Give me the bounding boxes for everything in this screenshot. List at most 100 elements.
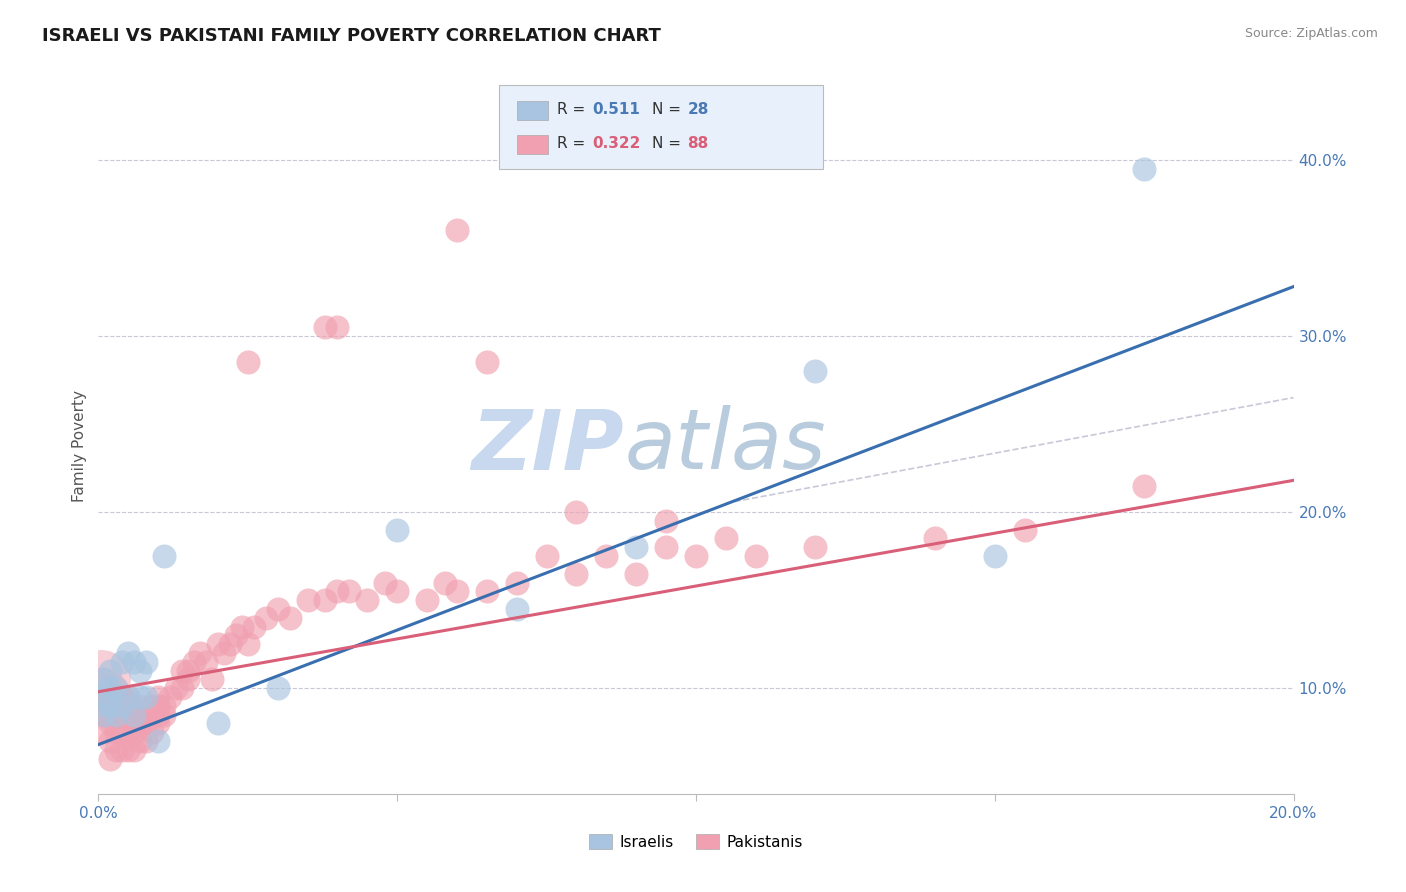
Point	[984, 549, 1007, 563]
Point	[183, 655, 205, 669]
Point	[124, 743, 146, 757]
Point	[148, 734, 170, 748]
Point	[236, 355, 259, 369]
Point	[105, 690, 128, 704]
Point	[159, 690, 181, 704]
Point	[536, 549, 558, 563]
Point	[177, 664, 200, 678]
Point	[374, 575, 396, 590]
Point	[655, 541, 678, 555]
Point	[93, 725, 115, 739]
Point	[98, 698, 122, 713]
Legend: Israelis, Pakistanis: Israelis, Pakistanis	[582, 828, 810, 855]
Point	[475, 355, 498, 369]
Point	[655, 514, 678, 528]
Text: R =: R =	[557, 136, 591, 151]
Point	[98, 716, 122, 731]
Point	[98, 698, 122, 713]
Point	[385, 523, 409, 537]
Point	[924, 532, 946, 546]
Point	[124, 707, 146, 722]
Point	[98, 752, 122, 766]
Text: ZIP: ZIP	[471, 406, 624, 486]
Point	[326, 320, 349, 334]
Point	[315, 593, 337, 607]
Point	[90, 673, 112, 687]
Point	[506, 575, 529, 590]
Point	[141, 725, 163, 739]
Point	[148, 707, 170, 722]
Point	[446, 584, 468, 599]
Point	[339, 584, 361, 599]
Point	[315, 320, 337, 334]
Point	[98, 734, 122, 748]
Point	[714, 532, 737, 546]
Point	[172, 681, 194, 696]
Point	[111, 707, 134, 722]
Point	[93, 690, 115, 704]
Point	[148, 698, 170, 713]
Point	[105, 681, 128, 696]
Point	[475, 584, 498, 599]
Point	[416, 593, 439, 607]
Point	[267, 681, 290, 696]
Point	[129, 690, 152, 704]
Point	[93, 707, 115, 722]
Point	[267, 602, 290, 616]
Text: atlas: atlas	[624, 406, 825, 486]
Point	[207, 716, 229, 731]
Text: 0.511: 0.511	[592, 103, 640, 117]
Point	[326, 584, 349, 599]
Point	[124, 655, 146, 669]
Point	[219, 637, 242, 651]
Point	[153, 549, 176, 563]
Text: Source: ZipAtlas.com: Source: ZipAtlas.com	[1244, 27, 1378, 40]
Point	[195, 655, 218, 669]
Point	[111, 690, 134, 704]
Point	[117, 690, 139, 704]
Point	[111, 725, 134, 739]
Text: N =: N =	[652, 136, 686, 151]
Point	[93, 690, 115, 704]
Point	[201, 673, 224, 687]
Point	[105, 725, 128, 739]
Point	[111, 655, 134, 669]
Point	[98, 664, 122, 678]
Text: 88: 88	[688, 136, 709, 151]
Point	[207, 637, 229, 651]
Point	[105, 707, 128, 722]
Point	[243, 619, 266, 633]
Point	[117, 690, 139, 704]
Point	[188, 646, 211, 660]
Point	[804, 541, 827, 555]
Point	[93, 673, 115, 687]
Point	[129, 664, 152, 678]
Point	[117, 646, 139, 660]
Point	[254, 611, 277, 625]
Point	[172, 664, 194, 678]
Point	[93, 707, 115, 722]
Point	[385, 584, 409, 599]
Point	[356, 593, 378, 607]
Point	[117, 725, 139, 739]
Point	[135, 655, 157, 669]
Point	[98, 681, 122, 696]
Point	[129, 734, 152, 748]
Point	[129, 716, 152, 731]
Point	[446, 223, 468, 237]
Text: ISRAELI VS PAKISTANI FAMILY POVERTY CORRELATION CHART: ISRAELI VS PAKISTANI FAMILY POVERTY CORR…	[42, 27, 661, 45]
Point	[1133, 161, 1156, 176]
Point	[231, 619, 253, 633]
Point	[124, 716, 146, 731]
Point	[225, 628, 247, 642]
Point	[135, 707, 157, 722]
Point	[595, 549, 617, 563]
Point	[129, 698, 152, 713]
Text: N =: N =	[652, 103, 686, 117]
Point	[105, 743, 128, 757]
Point	[135, 734, 157, 748]
Point	[626, 566, 648, 581]
Text: 28: 28	[688, 103, 709, 117]
Point	[278, 611, 301, 625]
Point	[804, 364, 827, 378]
